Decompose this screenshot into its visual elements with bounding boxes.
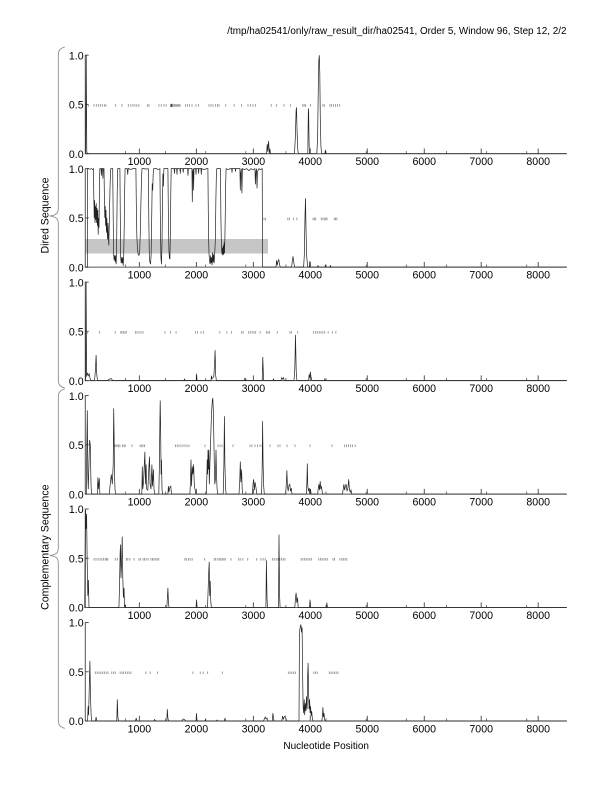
svg-text:8000: 8000 bbox=[526, 497, 550, 509]
svg-text:1000: 1000 bbox=[128, 724, 152, 736]
svg-text:3000: 3000 bbox=[242, 270, 266, 282]
svg-text:1.0: 1.0 bbox=[69, 164, 84, 176]
svg-text:7000: 7000 bbox=[469, 497, 493, 509]
svg-text:/tmp/ha02541/only/raw_result_d: /tmp/ha02541/only/raw_result_dir/ha02541… bbox=[227, 26, 566, 37]
svg-text:5000: 5000 bbox=[356, 383, 380, 395]
svg-text:5000: 5000 bbox=[356, 270, 380, 282]
svg-text:1000: 1000 bbox=[128, 270, 152, 282]
svg-text:0.5: 0.5 bbox=[69, 100, 84, 112]
svg-text:6000: 6000 bbox=[413, 497, 437, 509]
svg-text:0.5: 0.5 bbox=[69, 213, 84, 225]
svg-text:5000: 5000 bbox=[356, 724, 380, 736]
svg-text:Dired Sequence: Dired Sequence bbox=[40, 177, 52, 253]
svg-text:1000: 1000 bbox=[128, 497, 152, 509]
svg-text:5000: 5000 bbox=[356, 156, 380, 168]
svg-text:1000: 1000 bbox=[128, 156, 152, 168]
svg-text:0.0: 0.0 bbox=[69, 376, 84, 388]
svg-text:2000: 2000 bbox=[185, 383, 209, 395]
svg-text:Complementary Sequence: Complementary Sequence bbox=[40, 484, 52, 610]
svg-text:6000: 6000 bbox=[413, 724, 437, 736]
svg-text:0.5: 0.5 bbox=[69, 667, 84, 679]
svg-text:4000: 4000 bbox=[299, 156, 323, 168]
svg-text:1000: 1000 bbox=[128, 383, 152, 395]
svg-text:4000: 4000 bbox=[299, 497, 323, 509]
svg-text:2000: 2000 bbox=[185, 610, 209, 622]
svg-text:8000: 8000 bbox=[526, 383, 550, 395]
svg-text:1.0: 1.0 bbox=[69, 618, 84, 630]
svg-text:7000: 7000 bbox=[469, 270, 493, 282]
svg-text:3000: 3000 bbox=[242, 610, 266, 622]
svg-text:0.0: 0.0 bbox=[69, 262, 84, 274]
svg-text:0.0: 0.0 bbox=[69, 716, 84, 728]
svg-text:4000: 4000 bbox=[299, 383, 323, 395]
svg-text:7000: 7000 bbox=[469, 610, 493, 622]
svg-text:0.5: 0.5 bbox=[69, 440, 84, 452]
svg-text:2000: 2000 bbox=[185, 270, 209, 282]
svg-text:7000: 7000 bbox=[469, 156, 493, 168]
svg-text:4000: 4000 bbox=[299, 270, 323, 282]
svg-text:6000: 6000 bbox=[413, 270, 437, 282]
svg-text:3000: 3000 bbox=[242, 383, 266, 395]
svg-text:6000: 6000 bbox=[413, 610, 437, 622]
svg-text:6000: 6000 bbox=[413, 383, 437, 395]
svg-text:4000: 4000 bbox=[299, 724, 323, 736]
svg-text:2000: 2000 bbox=[185, 497, 209, 509]
svg-text:1.0: 1.0 bbox=[69, 391, 84, 403]
svg-text:7000: 7000 bbox=[469, 724, 493, 736]
svg-text:5000: 5000 bbox=[356, 610, 380, 622]
svg-text:8000: 8000 bbox=[526, 270, 550, 282]
svg-text:8000: 8000 bbox=[526, 724, 550, 736]
svg-text:0.0: 0.0 bbox=[69, 603, 84, 615]
svg-text:8000: 8000 bbox=[526, 156, 550, 168]
svg-text:3000: 3000 bbox=[242, 497, 266, 509]
svg-text:3000: 3000 bbox=[242, 156, 266, 168]
svg-text:5000: 5000 bbox=[356, 497, 380, 509]
svg-text:7000: 7000 bbox=[469, 383, 493, 395]
svg-text:1000: 1000 bbox=[128, 610, 152, 622]
svg-text:1.0: 1.0 bbox=[69, 50, 84, 62]
svg-text:1.0: 1.0 bbox=[69, 504, 84, 516]
svg-text:4000: 4000 bbox=[299, 610, 323, 622]
svg-text:2000: 2000 bbox=[185, 156, 209, 168]
svg-text:0.5: 0.5 bbox=[69, 327, 84, 339]
svg-text:Nucleotide Position: Nucleotide Position bbox=[283, 741, 369, 752]
svg-text:3000: 3000 bbox=[242, 724, 266, 736]
svg-text:8000: 8000 bbox=[526, 610, 550, 622]
svg-text:1.0: 1.0 bbox=[69, 277, 84, 289]
svg-text:6000: 6000 bbox=[413, 156, 437, 168]
svg-text:2000: 2000 bbox=[185, 724, 209, 736]
svg-text:0.0: 0.0 bbox=[69, 149, 84, 161]
svg-text:0.5: 0.5 bbox=[69, 553, 84, 565]
svg-text:0.0: 0.0 bbox=[69, 489, 84, 501]
